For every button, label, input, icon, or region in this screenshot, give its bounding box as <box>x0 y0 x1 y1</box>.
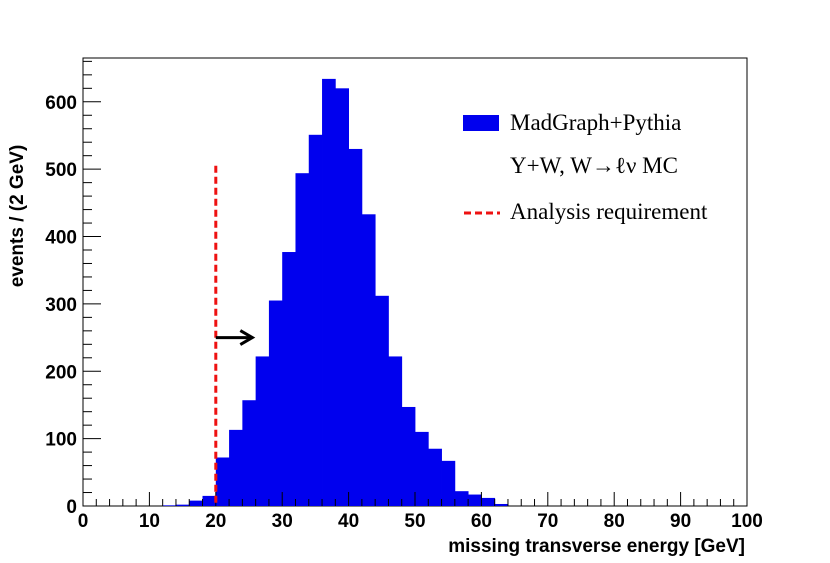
histogram-bar <box>255 356 270 506</box>
y-axis-ticks <box>83 60 101 507</box>
histogram-bar <box>215 457 230 506</box>
histogram-bar <box>454 491 469 506</box>
histogram-bar <box>189 500 203 506</box>
x-tick-label: 50 <box>404 511 425 532</box>
x-tick-label: 90 <box>670 511 691 532</box>
legend-label-process: Y+W, W→ℓν MC <box>510 153 678 178</box>
histogram-bar <box>175 504 190 506</box>
legend-label-madgraph: MadGraph+Pythia <box>510 110 681 135</box>
histogram-bar <box>242 400 257 506</box>
histogram-bar <box>494 503 509 506</box>
histogram-bar <box>308 134 323 507</box>
histogram-bar <box>348 148 363 506</box>
x-tick-label: 100 <box>731 511 763 532</box>
histogram-bar <box>388 356 403 506</box>
x-axis-ticks <box>82 492 748 506</box>
x-axis-tick-labels: 0 10 20 30 40 50 60 70 80 90 100 <box>78 511 763 532</box>
x-tick-label: 60 <box>471 511 492 532</box>
y-tick-label: 0 <box>66 497 77 518</box>
histogram-bar <box>481 497 496 506</box>
x-tick-label: 80 <box>604 511 625 532</box>
histogram-bar <box>322 78 336 506</box>
y-tick-label: 400 <box>45 228 77 249</box>
histogram-bar <box>282 252 296 506</box>
y-axis-title: events / (2 GeV) <box>7 145 28 288</box>
histogram-bar <box>202 495 217 506</box>
histogram-bars <box>162 78 509 507</box>
x-tick-label: 30 <box>272 511 293 532</box>
histogram-bar <box>162 505 177 506</box>
legend-label-requirement: Analysis requirement <box>510 199 708 224</box>
histogram-bar <box>295 173 310 506</box>
y-tick-label: 600 <box>45 93 77 114</box>
x-tick-label: 10 <box>139 511 160 532</box>
x-tick-label: 0 <box>78 511 89 532</box>
histogram-bar <box>428 448 442 506</box>
histogram-bar <box>361 214 376 506</box>
annotations <box>214 165 256 506</box>
histogram-bar <box>229 429 243 506</box>
legend-swatch-madgraph <box>463 115 499 131</box>
x-tick-label: 70 <box>537 511 558 532</box>
legend: MadGraph+Pythia Y+W, W→ℓν MC Analysis re… <box>463 110 708 224</box>
histogram-bar <box>375 295 389 506</box>
histogram-bar <box>415 431 429 506</box>
y-tick-label: 300 <box>45 295 77 316</box>
y-axis-tick-labels: 0 100 200 300 400 500 600 <box>45 93 77 518</box>
y-tick-label: 500 <box>45 160 77 181</box>
histogram-bar <box>268 300 283 506</box>
histogram-bar <box>401 406 416 506</box>
histogram-bar <box>335 88 349 506</box>
x-tick-label: 20 <box>205 511 226 532</box>
y-tick-label: 100 <box>45 430 77 451</box>
y-tick-label: 200 <box>45 362 77 383</box>
histogram-bar <box>468 494 482 506</box>
histogram-bar <box>441 460 456 506</box>
requirement-arrow-head <box>239 329 256 346</box>
x-tick-label: 40 <box>338 511 359 532</box>
x-axis-title: missing transverse energy [GeV] <box>448 536 745 557</box>
